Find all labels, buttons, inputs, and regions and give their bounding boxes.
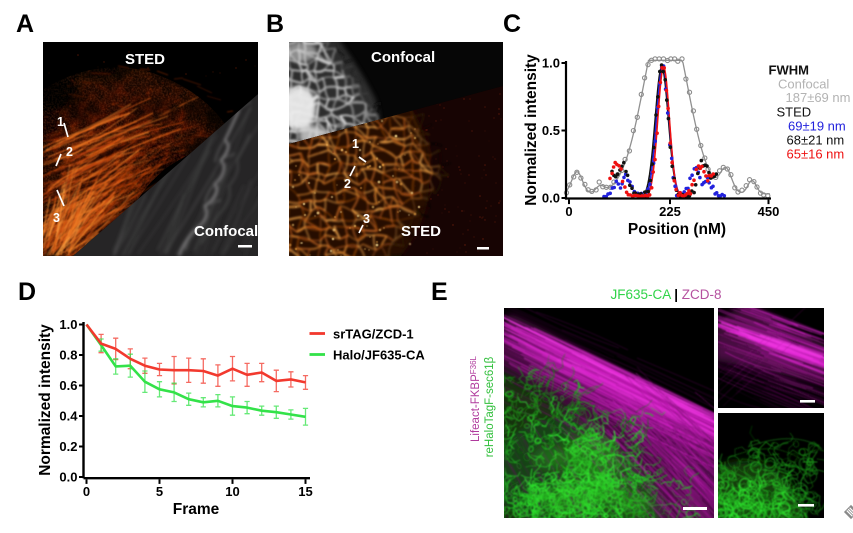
- svg-text:0.0: 0.0: [542, 191, 560, 206]
- svg-text:0.6: 0.6: [59, 378, 77, 393]
- svg-text:10: 10: [225, 484, 239, 499]
- svg-text:0.8: 0.8: [59, 348, 77, 363]
- svg-text:Confocal: Confocal: [371, 49, 435, 66]
- svg-text:5: 5: [156, 484, 163, 499]
- svg-text:STED: STED: [125, 51, 165, 68]
- svg-text:Normalized intensity: Normalized intensity: [523, 54, 540, 206]
- svg-text:65±16 nm: 65±16 nm: [787, 147, 845, 162]
- svg-text:0: 0: [565, 204, 572, 219]
- svg-text:3: 3: [53, 211, 60, 225]
- svg-text:Normalized intensity: Normalized intensity: [37, 324, 54, 476]
- svg-text:Position (nM): Position (nM): [628, 221, 726, 238]
- svg-text:15: 15: [298, 484, 312, 499]
- svg-text:68±21 nm: 68±21 nm: [787, 133, 845, 148]
- svg-text:FWHM: FWHM: [769, 63, 809, 78]
- svg-text:1.0: 1.0: [59, 317, 77, 332]
- svg-text:1: 1: [352, 137, 359, 151]
- svg-text:0.5: 0.5: [542, 123, 560, 138]
- svg-text:69±19 nm: 69±19 nm: [788, 119, 846, 134]
- svg-text:450: 450: [758, 204, 780, 219]
- svg-text:1.0: 1.0: [542, 56, 560, 71]
- svg-text:0.2: 0.2: [59, 439, 77, 454]
- svg-text:Halo/JF635-CA: Halo/JF635-CA: [333, 348, 425, 363]
- svg-text:187±69 nm: 187±69 nm: [786, 90, 851, 105]
- svg-text:3: 3: [363, 212, 370, 226]
- svg-text:2: 2: [66, 145, 73, 159]
- svg-text:2: 2: [344, 177, 351, 191]
- svg-text:0.0: 0.0: [59, 470, 77, 485]
- svg-text:0.4: 0.4: [59, 409, 78, 424]
- svg-text:STED: STED: [777, 105, 812, 120]
- svg-text:1: 1: [57, 115, 64, 129]
- svg-text:Confocal: Confocal: [194, 223, 258, 240]
- svg-text:0: 0: [83, 484, 90, 499]
- svg-text:STED: STED: [401, 223, 441, 240]
- svg-text:225: 225: [659, 204, 681, 219]
- svg-text:Confocal: Confocal: [778, 77, 829, 92]
- svg-text:Frame: Frame: [173, 501, 220, 518]
- svg-text:srTAG/ZCD-1: srTAG/ZCD-1: [333, 327, 414, 342]
